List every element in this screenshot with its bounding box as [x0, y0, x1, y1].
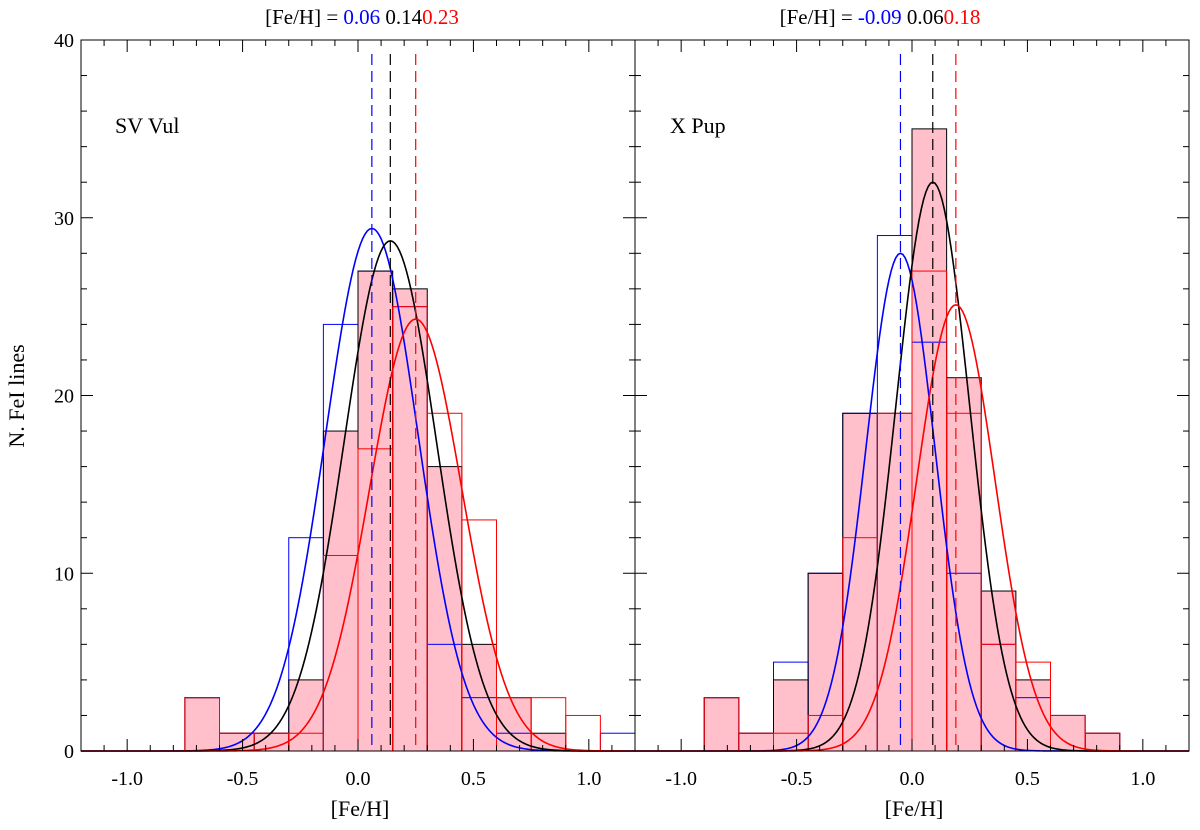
hist-bar-filled [912, 128, 947, 751]
x-tick-label: -1.0 [111, 768, 143, 790]
hist-bar-filled [288, 679, 324, 751]
feh-header-prefix: [Fe/H] = [780, 5, 858, 29]
hist-bar-filled [981, 591, 1016, 751]
x-axis-label: [Fe/H] [331, 796, 390, 821]
feh-value-blue: 0.06 [343, 5, 380, 29]
feh-header: [Fe/H] = 0.06 0.140.23 [265, 5, 459, 29]
x-tick-label: 0.5 [1015, 768, 1040, 790]
feh-value-black: 0.06 [902, 5, 944, 29]
feh-header-prefix: [Fe/H] = [265, 5, 343, 29]
x-tick-label: -0.5 [781, 768, 813, 790]
x-tick-label: -1.0 [665, 768, 697, 790]
star-name-label: X Pup [670, 113, 726, 138]
hist-bar-filled [808, 573, 843, 751]
x-tick-label: 0.0 [900, 768, 925, 790]
feh-value-red: 0.23 [422, 5, 459, 29]
hist-bar-filled [1015, 679, 1051, 751]
hist-bar-filled [773, 679, 809, 751]
panel-x-pup: -1.0 -0.5 0.0 0.5 1.0 [Fe/H] X Pup [Fe/H] = -0.… [634, 5, 1190, 821]
feh-header: [Fe/H] = -0.09 0.060.18 [780, 5, 981, 29]
panel-sv-vul: -1.0 -0.5 0.0 0.5 1.0 0 10 20 30 40 [Fe/H] SV Vul [F… [54, 5, 636, 821]
y-tick-label: 0 [64, 741, 74, 763]
hist-bar-red [565, 714, 601, 752]
hist-bar-filled [738, 733, 774, 751]
x-tick-label: 0.0 [346, 768, 371, 790]
hist-bar-filled [877, 413, 912, 751]
y-tick-label: 40 [54, 30, 74, 52]
feh-value-black: 0.14 [380, 5, 423, 29]
hist-bar-filled [704, 697, 739, 751]
y-tick-label: 20 [54, 386, 74, 408]
hist-bar-filled [427, 466, 462, 751]
hist-bar-filled [323, 431, 358, 751]
hist-bar-filled [392, 288, 428, 751]
star-name-label: SV Vul [115, 113, 180, 138]
x-tick-label: 1.0 [1130, 768, 1155, 790]
hist-bar-filled [184, 697, 220, 751]
x-tick-label: 1.0 [576, 768, 601, 790]
x-tick-label: -0.5 [227, 768, 259, 790]
x-tick-label: 0.5 [461, 768, 486, 790]
y-tick-label: 10 [54, 563, 74, 585]
hist-bar-filled [358, 271, 393, 751]
hist-bar-filled [1085, 733, 1120, 751]
y-axis-label: N. FeI lines [4, 344, 29, 447]
hist-bar-filled [254, 733, 289, 751]
feh-value-red: 0.18 [944, 5, 981, 29]
hist-bar-filled [946, 377, 982, 751]
feh-value-blue: -0.09 [858, 5, 902, 29]
hist-bar-blue [599, 732, 636, 752]
x-axis-label: [Fe/H] [885, 796, 944, 821]
y-tick-label: 30 [54, 208, 74, 230]
hist-bar-filled [842, 413, 878, 751]
